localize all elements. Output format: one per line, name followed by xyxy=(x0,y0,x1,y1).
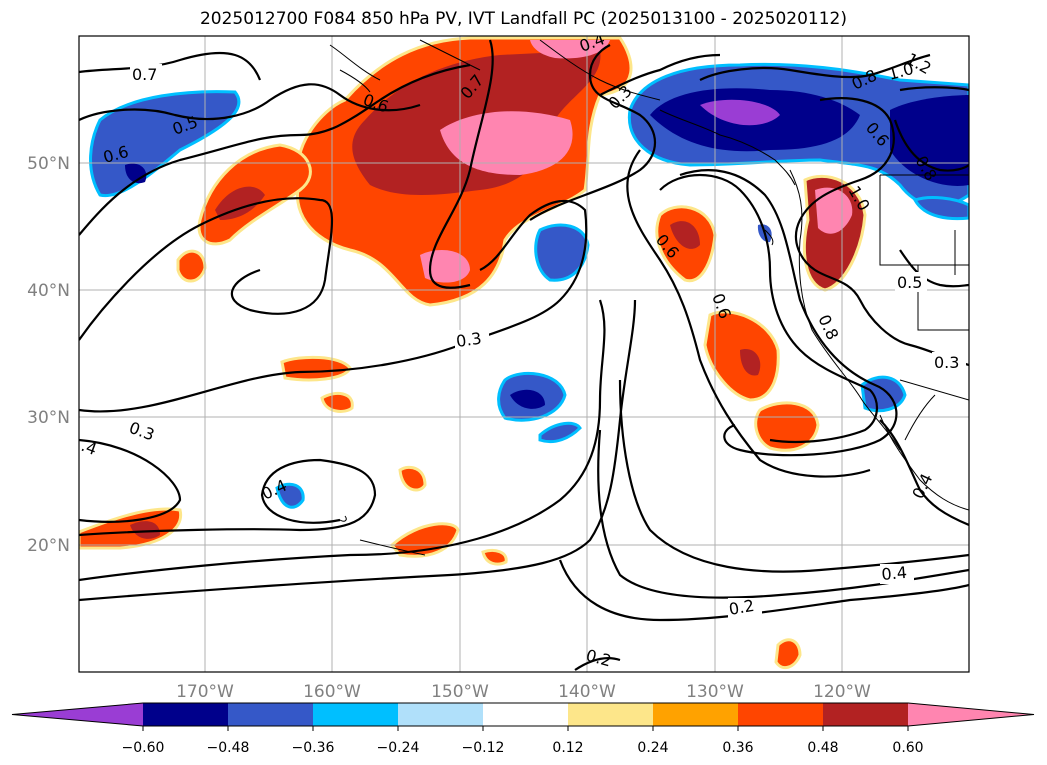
colorbar-segment xyxy=(823,703,909,726)
colorbar-tick-label: 0.60 xyxy=(892,740,923,756)
colorbar-tick-label: −0.12 xyxy=(462,740,505,756)
colorbar-extend-low xyxy=(12,703,143,726)
contour-label: 0.7 xyxy=(132,65,157,84)
latitude-labels: 50°N 40°N 30°N 20°N xyxy=(27,154,70,556)
colorbar-tick-label: −0.24 xyxy=(377,740,420,756)
colorbar-tick-label: 0.12 xyxy=(552,740,583,756)
colorbar-segment xyxy=(483,703,569,726)
colorbar-segment xyxy=(738,703,824,726)
colorbar-tick-label: −0.48 xyxy=(207,740,250,756)
colorbar-segment xyxy=(143,703,229,726)
colorbar-segment xyxy=(313,703,399,726)
contour-label: 0.2 xyxy=(584,646,614,671)
colorbar: −0.60 −0.48 −0.36 −0.24 −0.12 0.12 0.24 0.36 0.4… xyxy=(11,702,1035,756)
lon-label: 140°W xyxy=(558,682,616,702)
lon-label: 170°W xyxy=(176,682,234,702)
colorbar-segment xyxy=(568,703,654,726)
lon-label: 120°W xyxy=(813,682,871,702)
negative-anomaly-shading xyxy=(89,62,969,509)
map-title: 2025012700 F084 850 hPa PV, IVT Landfall… xyxy=(199,9,847,29)
contour-lines xyxy=(79,39,969,671)
colorbar-extend-high xyxy=(908,703,1034,726)
colorbar-tick-label: 0.36 xyxy=(722,740,753,756)
contour-label: 0.4 xyxy=(881,563,908,584)
map-frame xyxy=(78,35,970,673)
contour-label: 0.3 xyxy=(455,329,483,351)
lon-label: 130°W xyxy=(686,682,744,702)
colorbar-tick-label: 0.48 xyxy=(807,740,838,756)
contour-label: 0.3 xyxy=(934,353,959,372)
colorbar-tick-label: −0.60 xyxy=(122,740,165,756)
graticule xyxy=(79,36,969,672)
lat-label: 20°N xyxy=(27,536,70,556)
colorbar-tick-label: 0.24 xyxy=(637,740,668,756)
lon-label: 160°W xyxy=(303,682,361,702)
colorbar-segment xyxy=(653,703,739,726)
contour-label: 0.5 xyxy=(897,273,922,292)
positive-anomaly-shading xyxy=(79,36,867,670)
lat-label: 40°N xyxy=(27,281,70,301)
colorbar-tick-label: −0.36 xyxy=(292,740,335,756)
lat-label: 30°N xyxy=(27,408,70,428)
colorbar-segment xyxy=(398,703,484,726)
contour-label: 0.2 xyxy=(727,596,755,619)
colorbar-segment xyxy=(228,703,314,726)
lat-label: 50°N xyxy=(27,154,70,174)
longitude-labels: 170°W 160°W 150°W 140°W 130°W 120°W xyxy=(176,682,871,702)
contour-label: .4 xyxy=(79,436,100,459)
lon-label: 150°W xyxy=(431,682,489,702)
contour-label: 0.3 xyxy=(127,418,157,445)
